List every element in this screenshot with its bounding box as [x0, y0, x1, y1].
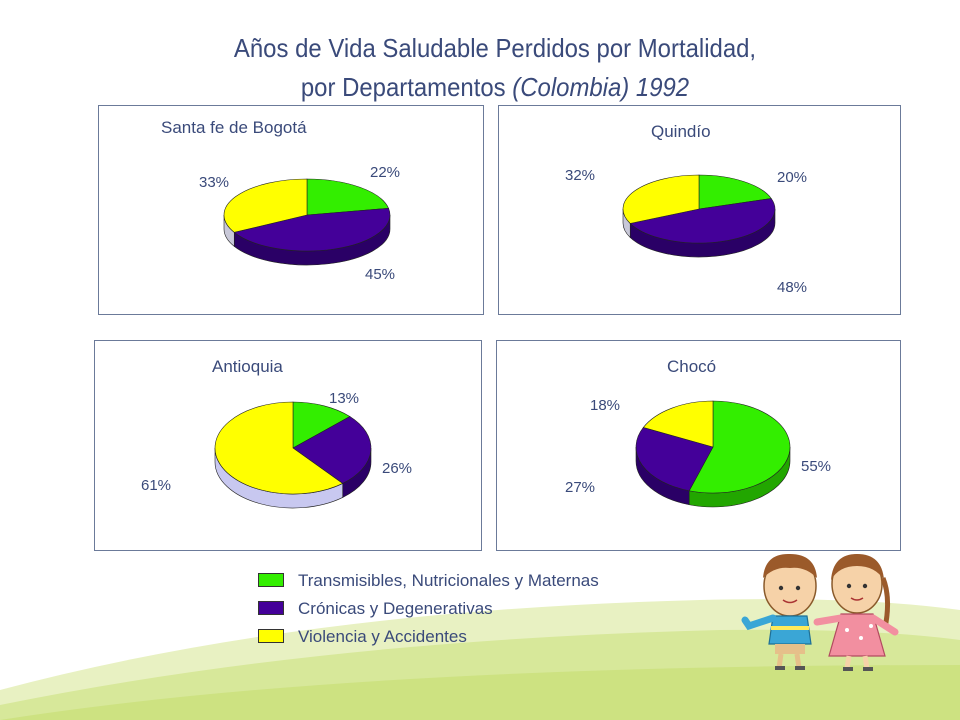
- data-label-cronicas: 27%: [565, 479, 596, 496]
- chart-panel-choco: Chocó 55% 27% 18%: [496, 340, 901, 551]
- data-label-transmisibles: 55%: [801, 458, 832, 475]
- legend-label-violencia: Violencia y Accidentes: [298, 627, 467, 646]
- pie-slice-cronicas: [233, 207, 391, 252]
- data-label-transmisibles: 20%: [777, 169, 808, 186]
- pie-chart-antioquia: [214, 401, 372, 509]
- data-label-violencia: 61%: [141, 477, 172, 494]
- pie-chart-choco: [635, 400, 791, 508]
- data-label-transmisibles: 22%: [370, 164, 401, 181]
- chart-panel-quindio: Quindío 20% 48% 32%: [498, 105, 901, 315]
- data-label-cronicas: 48%: [777, 279, 808, 296]
- pie-chart-quindio: [622, 174, 776, 258]
- legend-swatch-violencia: [258, 629, 284, 643]
- pie-slice-transmisibles: [688, 400, 791, 494]
- pie-slice-cronicas: [635, 427, 714, 492]
- page-title-prefix: por Departamentos: [300, 72, 513, 102]
- pie-slice-violencia: [223, 178, 308, 233]
- pie-slice-transmisibles: [292, 401, 351, 449]
- data-label-cronicas: 26%: [382, 460, 413, 477]
- data-label-violencia: 32%: [565, 167, 596, 184]
- legend-swatch-transmisibles: [258, 573, 284, 587]
- pie-slice-violencia: [622, 174, 700, 224]
- data-label-cronicas: 45%: [365, 266, 396, 283]
- pie-slice-violencia: [214, 401, 344, 495]
- chart-panel-bogota: Santa fe de Bogotá 22% 45% 33%: [98, 105, 484, 315]
- pie-slice-transmisibles: [698, 174, 772, 210]
- legend-label-cronicas: Crónicas y Degenerativas: [298, 599, 493, 618]
- children-illustration: [741, 553, 899, 671]
- chart-panel-antioquia: Antioquia 13% 26% 61%: [94, 340, 482, 551]
- pie-slice-transmisibles: [306, 178, 389, 216]
- chart-title: Santa fe de Bogotá: [161, 118, 307, 137]
- legend-swatch-cronicas: [258, 601, 284, 615]
- pie-slice-cronicas: [292, 416, 372, 484]
- data-label-transmisibles: 13%: [329, 390, 360, 407]
- pie-chart-bogota: [223, 178, 391, 266]
- data-label-violencia: 33%: [199, 174, 230, 191]
- legend-label-transmisibles: Transmisibles, Nutricionales y Maternas: [298, 571, 599, 590]
- pie-slice-cronicas: [629, 198, 776, 244]
- page-title-italic: (Colombia) 1992: [512, 72, 690, 102]
- chart-title: Quindío: [651, 122, 711, 141]
- chart-title: Antioquia: [212, 357, 283, 376]
- page-title-line2: por Departamentos (Colombia) 1992: [40, 71, 951, 103]
- chart-title: Chocó: [667, 357, 717, 376]
- pie-slice-violencia: [642, 400, 714, 448]
- data-label-violencia: 18%: [590, 397, 621, 414]
- page-title-line1: Años de Vida Saludable Perdidos por Mort…: [233, 33, 757, 63]
